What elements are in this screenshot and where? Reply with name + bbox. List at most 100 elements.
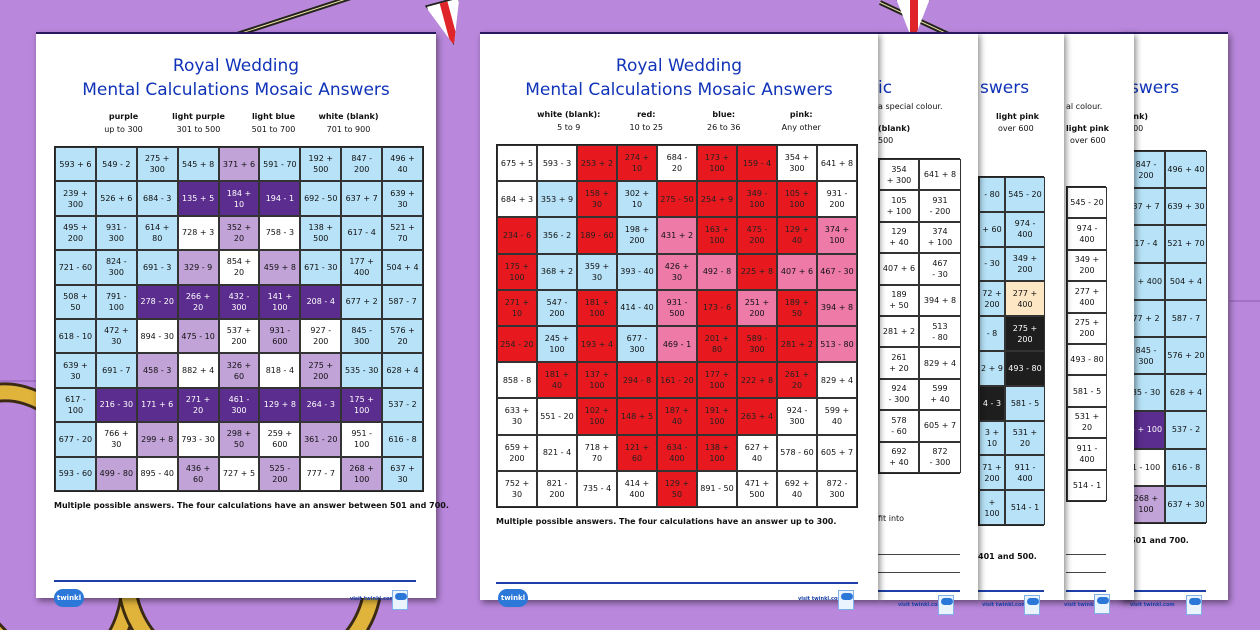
worksheet-page-5: al colour. light pink over 600 545 - 20 9… <box>1064 32 1134 614</box>
mosaic-cell: 148 + 5 <box>617 398 657 435</box>
mosaic-cell: 268 + 100 <box>341 456 383 491</box>
mosaic-cell: 171 + 6 <box>136 387 178 423</box>
mosaic-grid: - 80 545 - 20 + 60 974 - 400- 30 349 + 200 72… <box>978 176 1045 526</box>
key-label: light pink <box>1066 124 1109 133</box>
key-entry: purple up to 300 <box>86 110 161 136</box>
key-entry: white (blank): 5 to 9 <box>530 108 608 134</box>
mosaic-cell: 589 - 300 <box>737 326 777 363</box>
key-range: 500 <box>878 136 894 145</box>
mosaic-cell: 254 - 20 <box>497 326 537 363</box>
mosaic-cell: 721 - 60 <box>55 250 96 285</box>
instructions-note-fragment: 401 and 500. <box>978 552 1037 561</box>
mosaic-cell: 537 + 200 <box>218 319 260 354</box>
mosaic-cell: 302 + 10 <box>617 181 657 218</box>
mosaic-cell: 513 - 80 <box>919 315 961 348</box>
mosaic-cell: 911 - 400 <box>1005 455 1045 491</box>
mosaic-cell: 727 + 5 <box>218 456 260 491</box>
mosaic-cell: 639 + 30 <box>55 353 96 388</box>
key-range: over 600 <box>998 124 1034 133</box>
mosaic-cell: 259 + 600 <box>259 422 301 457</box>
mosaic-cell: 105 + 100 <box>879 190 919 222</box>
mosaic-cell: 692 + 40 <box>777 470 817 507</box>
mosaic-cell: 493 - 80 <box>1005 350 1045 386</box>
key-range: over 600 <box>1070 136 1106 145</box>
mosaic-cell: 71 + 200 <box>979 455 1005 491</box>
mosaic-cell: 931 - 200 <box>919 190 961 222</box>
mosaic-cell: 793 - 30 <box>177 422 219 457</box>
mosaic-cell: 407 + 6 <box>777 253 817 290</box>
mosaic-cell: 872 - 300 <box>919 441 961 473</box>
mosaic-cell: 163 + 100 <box>697 217 737 254</box>
mosaic-cell: 829 + 4 <box>817 362 857 399</box>
mosaic-cell: 105 + 100 <box>777 181 817 218</box>
footer-divider <box>878 590 960 592</box>
mosaic-cell: 194 - 1 <box>259 181 301 216</box>
mosaic-cell: 593 - 60 <box>55 456 96 491</box>
mosaic-cell: 526 + 6 <box>95 181 137 216</box>
key-colour-label: light purple <box>172 112 225 121</box>
mosaic-cell: 617 - 100 <box>55 387 96 423</box>
mosaic-cell: 432 - 300 <box>218 284 260 319</box>
visit-link[interactable]: visit twinkl.com <box>798 596 843 602</box>
mosaic-cell: 931 - 300 <box>95 215 137 251</box>
visit-link[interactable]: visit twinkl.com <box>1130 602 1175 608</box>
key-range: 26 to 36 <box>707 123 741 132</box>
key-label: (blank) <box>878 124 911 133</box>
mosaic-cell: 777 - 7 <box>300 456 342 491</box>
mosaic-cell: + 60 <box>979 211 1005 247</box>
mosaic-cell: 492 - 8 <box>697 253 737 290</box>
mosaic-cell: 254 + 9 <box>697 181 737 218</box>
visit-link[interactable]: visit twinkl.com <box>350 596 395 602</box>
mosaic-cell: 634 - 400 <box>657 434 697 471</box>
visit-link[interactable]: visit twinkl.com <box>898 602 943 608</box>
mosaic-cell: 158 + 30 <box>577 181 617 218</box>
mosaic-cell: 129 + 8 <box>259 387 301 423</box>
mosaic-cell: 175 + 100 <box>497 253 537 290</box>
mosaic-cell: 359 + 30 <box>577 253 617 290</box>
mosaic-cell: 818 - 4 <box>259 353 301 388</box>
page-title-line1: Royal Wedding <box>172 56 300 76</box>
mosaic-cell: 499 - 80 <box>95 456 137 491</box>
mosaic-grid: 593 + 6 549 - 2 275 + 300 545 + 8 371 + 6 591… <box>54 146 424 492</box>
mosaic-cell: 294 - 8 <box>617 362 657 399</box>
visit-link[interactable]: visit twinkl.com <box>1064 602 1109 608</box>
mosaic-cell: 298 + 50 <box>218 422 260 457</box>
mosaic-cell: 628 + 4 <box>1165 374 1207 412</box>
mosaic-cell: 591 - 70 <box>259 147 301 182</box>
mosaic-cell: 547 - 200 <box>537 289 577 326</box>
worksheet-page-2: Royal Wedding Mental Calculations Mosaic… <box>480 32 878 610</box>
mosaic-grid: 675 + 5 593 - 3 253 + 2 274 + 10 684 - 20 173… <box>496 144 858 508</box>
mosaic-cell: 393 - 40 <box>617 253 657 290</box>
mosaic-cell: 684 - 3 <box>136 181 178 216</box>
mosaic-cell: 414 - 40 <box>617 289 657 326</box>
mosaic-cell: 129 + 40 <box>777 217 817 254</box>
mosaic-cell: 576 + 20 <box>382 319 423 354</box>
mosaic-cell: 368 + 2 <box>537 253 577 290</box>
mosaic-cell: 173 + 100 <box>697 145 737 182</box>
mosaic-cell: 718 + 70 <box>577 434 617 471</box>
mosaic-cell: 275 + 300 <box>136 147 178 182</box>
mosaic-cell: 639 + 30 <box>1165 188 1207 226</box>
visit-link[interactable]: visit twinkl.com <box>982 602 1027 608</box>
mosaic-cell: 326 + 60 <box>218 353 260 388</box>
mosaic-cell: 261 + 20 <box>777 362 817 399</box>
mosaic-cell: 275 + 200 <box>300 353 342 388</box>
mosaic-cell: 677 - 20 <box>55 422 96 457</box>
mosaic-cell: - 8 <box>979 316 1005 351</box>
mosaic-cell: 129 + 50 <box>657 470 697 507</box>
mosaic-cell: 189 - 60 <box>577 217 617 254</box>
quality-badge-icon <box>1186 595 1202 615</box>
twinkl-logo: twinkl <box>498 589 528 607</box>
mosaic-cell: 361 - 20 <box>300 422 342 457</box>
mosaic-cell: 189 + 50 <box>777 289 817 326</box>
mosaic-cell: 394 + 8 <box>919 284 961 316</box>
mosaic-cell: 627 + 40 <box>737 434 777 471</box>
mosaic-cell: 924 - 300 <box>879 378 919 411</box>
mosaic-cell: 931 - 200 <box>817 181 857 218</box>
mosaic-cell: 72 + 200 <box>979 281 1005 317</box>
mosaic-cell: 691 - 3 <box>136 250 178 285</box>
background-line <box>0 380 40 382</box>
mosaic-cell: 458 - 3 <box>136 353 178 388</box>
mosaic-cell: 181 + 40 <box>537 362 577 399</box>
mosaic-cell: 599 + 40 <box>817 398 857 435</box>
